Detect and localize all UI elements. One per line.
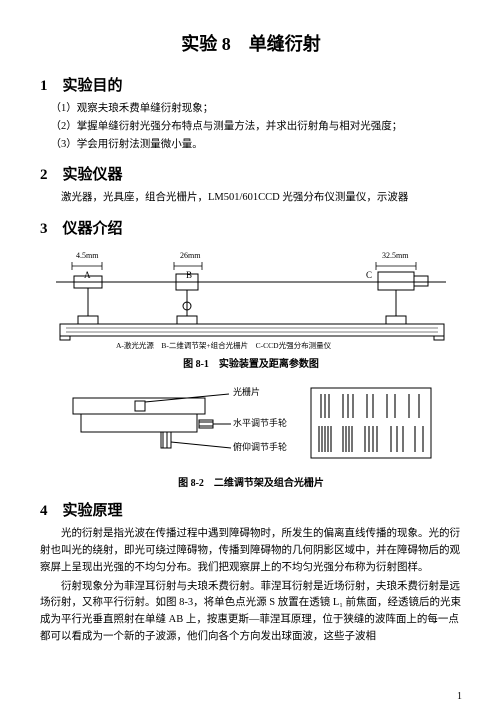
label-horiz: 水平调节手轮 [233,417,287,428]
figure-2-caption: 图 8-2 二维调节架及组合光栅片 [40,474,462,489]
label-vert: 俯仰调节手轮 [233,441,287,452]
section-2-heading: 2 实验仪器 [40,163,462,184]
figure-1: 4.5mm 26mm 32.5mm A B C [40,246,462,351]
figure-1-legend: A-激光光源 B-二维调节架+组合光栅片 C-CCD光强分布测量仪 [116,340,332,350]
label-c: C [366,270,372,280]
label-b: B [186,270,192,280]
adjuster-diagram-svg: 光栅片 水平调节手轮 俯仰调节手轮 [61,380,441,470]
page-number: 1 [457,691,462,702]
dim-left: 4.5mm [76,251,99,260]
page-title: 实验 8 单缝衍射 [40,30,462,56]
section-4-heading: 4 实验原理 [40,499,462,520]
figure-2: 光栅片 水平调节手轮 俯仰调节手轮 [40,380,462,470]
section-1-item-3: （3）学会用衍射法测量微小量。 [51,137,463,154]
section-1-heading: 1 实验目的 [40,74,462,95]
dim-right: 32.5mm [382,251,409,260]
dim-mid: 26mm [180,251,201,260]
section-4-para-1: 光的衍射是指光波在传播过程中遇到障碍物时，所发生的偏离直线传播的现象。光的衍射也… [40,526,462,576]
section-1-item-2: （2）掌握单缝衍射光强分布特点与测量方法，并求出衍射角与相对光强度； [51,119,463,136]
label-plate: 光栅片 [233,386,260,397]
section-2-text: 激光器，光具座，组合光栅片，LM501/601CCD 光强分布仪测量仪，示波器 [40,190,462,207]
label-a: A [84,270,91,280]
section-1-item-1: （1）观察夫琅禾费单缝衍射现象； [51,101,463,118]
apparatus-diagram-svg: 4.5mm 26mm 32.5mm A B C [46,246,456,351]
section-4-para-2: 衍射现象分为菲涅耳衍射与夫琅禾费衍射。菲涅耳衍射是近场衍射，夫琅禾费衍射是远场衍… [40,579,462,646]
figure-1-caption: 图 8-1 实验装置及距离参数图 [40,355,462,370]
section-3-heading: 3 仪器介绍 [40,217,462,238]
